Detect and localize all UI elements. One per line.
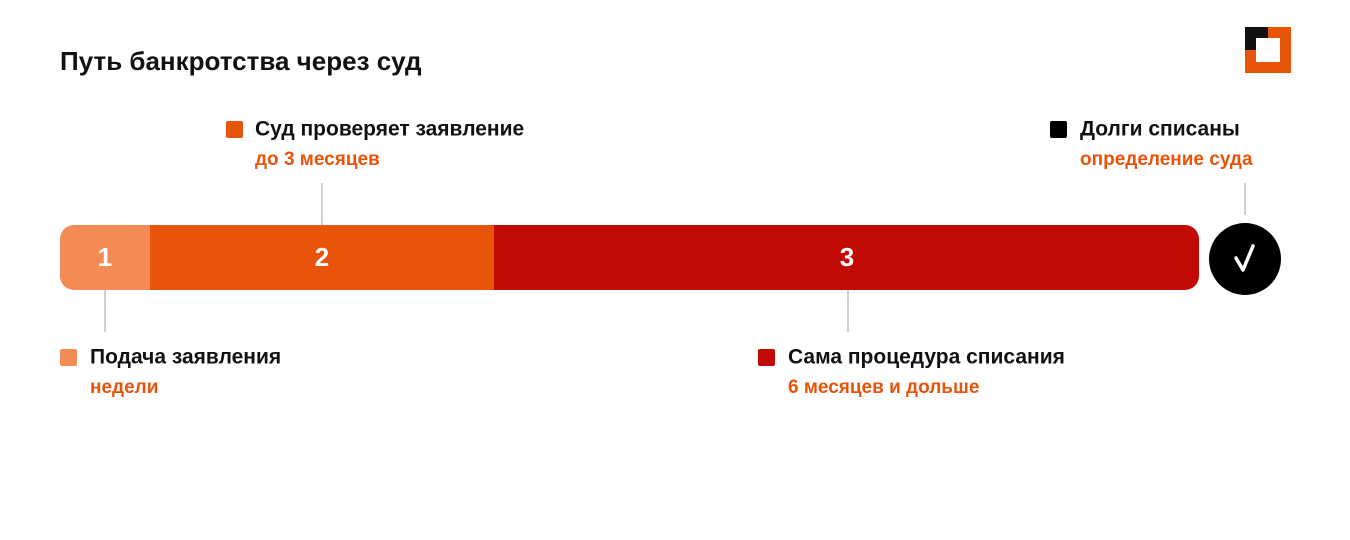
step-number: 2 xyxy=(315,242,329,272)
final-circle xyxy=(1209,223,1281,295)
timeline-bar xyxy=(60,225,1199,290)
step-label: Суд проверяет заявление xyxy=(255,118,524,141)
step-number: 1 xyxy=(98,242,112,272)
step-label: Подача заявления xyxy=(90,346,281,369)
final-label: Долги списаны xyxy=(1080,118,1240,141)
step-number: 3 xyxy=(840,242,854,272)
logo xyxy=(1245,27,1291,73)
step-duration: до 3 месяцев xyxy=(255,149,380,170)
step-duration: 6 месяцев и дольше xyxy=(788,377,979,398)
final-duration: определение суда xyxy=(1080,149,1253,170)
segment xyxy=(494,225,1199,290)
title: Путь банкротства через суд xyxy=(60,46,422,76)
step-duration: недели xyxy=(90,377,158,398)
segment xyxy=(60,225,150,290)
step-label: Сама процедура списания xyxy=(788,346,1065,369)
legend-square xyxy=(226,121,243,138)
legend-square xyxy=(60,349,77,366)
check-icon xyxy=(1234,244,1255,272)
legend-square xyxy=(758,349,775,366)
legend-square xyxy=(1050,121,1067,138)
segment xyxy=(150,225,494,290)
